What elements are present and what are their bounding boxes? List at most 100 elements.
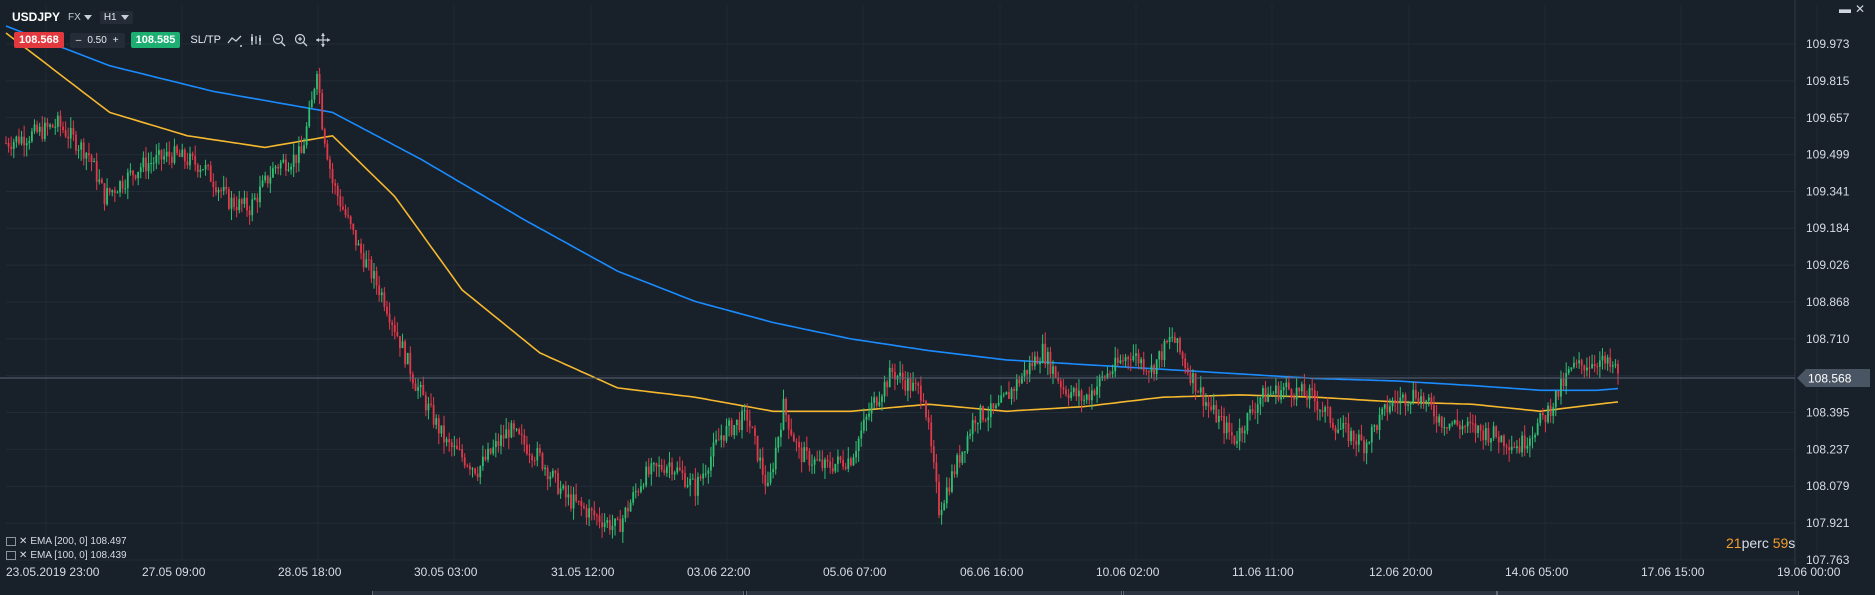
candle [1277, 381, 1280, 402]
candle [1593, 354, 1596, 373]
candle [163, 148, 165, 165]
legend-ema-100[interactable]: ✕ EMA [100, 0] 108.439 [6, 550, 127, 561]
price-tick-label: 108.395 [1806, 405, 1850, 419]
price-tick-label: 108.868 [1806, 295, 1850, 309]
candle [821, 450, 824, 472]
candle [1285, 376, 1288, 398]
legend-ema-200[interactable]: ✕ EMA [200, 0] 108.497 [6, 536, 127, 547]
candle [1186, 362, 1189, 376]
close-button[interactable]: ✕ [1854, 2, 1865, 16]
candle [204, 159, 207, 176]
scrollbar-segment[interactable] [1497, 591, 1799, 595]
candle [1101, 371, 1104, 382]
candle [974, 416, 977, 432]
price-tick-label: 108.079 [1806, 479, 1850, 493]
scrollbar-segment[interactable] [1123, 591, 1497, 595]
candle [222, 175, 225, 196]
candle [896, 374, 899, 385]
candle [1044, 332, 1047, 369]
candle [25, 137, 28, 157]
candle [653, 461, 655, 472]
candle [212, 173, 215, 198]
zoom-in-icon[interactable] [293, 32, 309, 48]
buy-button[interactable]: 108.585 [130, 32, 181, 48]
candle [274, 164, 277, 174]
candle [378, 276, 381, 302]
candle [1018, 375, 1021, 387]
increase-button[interactable]: + [112, 34, 119, 46]
candle [181, 143, 184, 158]
candle [189, 146, 191, 170]
candle [367, 250, 370, 271]
candle [1526, 437, 1529, 454]
candle [1088, 386, 1091, 405]
price-tick-label: 109.499 [1806, 148, 1850, 162]
candle [650, 457, 653, 486]
scrollbar-segment[interactable] [746, 591, 1122, 595]
scrollbar-segment[interactable] [372, 591, 744, 595]
candle [588, 499, 591, 527]
candle [538, 444, 541, 457]
candle [360, 238, 362, 260]
candle [303, 137, 305, 154]
candle [1129, 352, 1132, 372]
candle [191, 151, 194, 161]
decrease-button[interactable]: – [75, 34, 82, 46]
candle [300, 135, 303, 154]
candle [1282, 382, 1285, 400]
candle [1355, 433, 1358, 457]
quantity-value[interactable]: 0.50 [87, 34, 107, 46]
symbol-name[interactable]: USDJPY [12, 10, 61, 24]
candle [261, 175, 264, 188]
quantity-stepper[interactable]: – 0.50 + [69, 32, 125, 48]
line-chart-icon[interactable] [227, 32, 243, 48]
candle [1508, 439, 1511, 462]
candle [678, 456, 681, 472]
candle [481, 445, 484, 471]
sell-button[interactable]: 108.568 [14, 32, 64, 48]
candle [875, 395, 878, 408]
timeframe-selector[interactable]: H1 [99, 10, 133, 24]
candle [411, 371, 414, 389]
candle [1446, 426, 1448, 435]
candle [551, 468, 554, 479]
candle [870, 396, 873, 422]
candle [1181, 350, 1184, 366]
time-tick-label: 27.05 09:00 [142, 565, 206, 579]
indicators-icon[interactable] [249, 32, 265, 48]
candle [1370, 424, 1373, 453]
candle [126, 168, 129, 200]
indicator-settings-icon[interactable] [6, 537, 16, 546]
minimize-button[interactable]: ▬ [1838, 2, 1851, 16]
candle [430, 393, 432, 408]
candle [393, 316, 396, 340]
indicator-settings-icon[interactable] [6, 551, 16, 560]
candle [1583, 364, 1586, 378]
close-icon[interactable]: ✕ [19, 536, 28, 547]
candle [855, 440, 857, 464]
market-selector[interactable]: FX [68, 12, 92, 23]
candle [668, 451, 671, 479]
candle [940, 501, 943, 525]
candle [168, 141, 171, 165]
zoom-out-icon[interactable] [271, 32, 287, 48]
candle [914, 378, 917, 391]
candle [1212, 393, 1215, 415]
candle [689, 473, 692, 497]
candle [767, 471, 769, 487]
crosshair-icon[interactable] [315, 32, 331, 48]
candle [1417, 391, 1420, 406]
candle [1578, 352, 1581, 369]
candle [422, 376, 425, 396]
close-icon[interactable]: ✕ [19, 550, 28, 561]
sltp-button[interactable]: SL/TP [190, 34, 221, 46]
candle [1106, 366, 1109, 380]
candle [362, 243, 365, 273]
candle [1598, 351, 1601, 379]
candle [1205, 393, 1207, 410]
candle [1142, 351, 1145, 375]
candle [1363, 436, 1365, 462]
candle [1021, 373, 1023, 385]
